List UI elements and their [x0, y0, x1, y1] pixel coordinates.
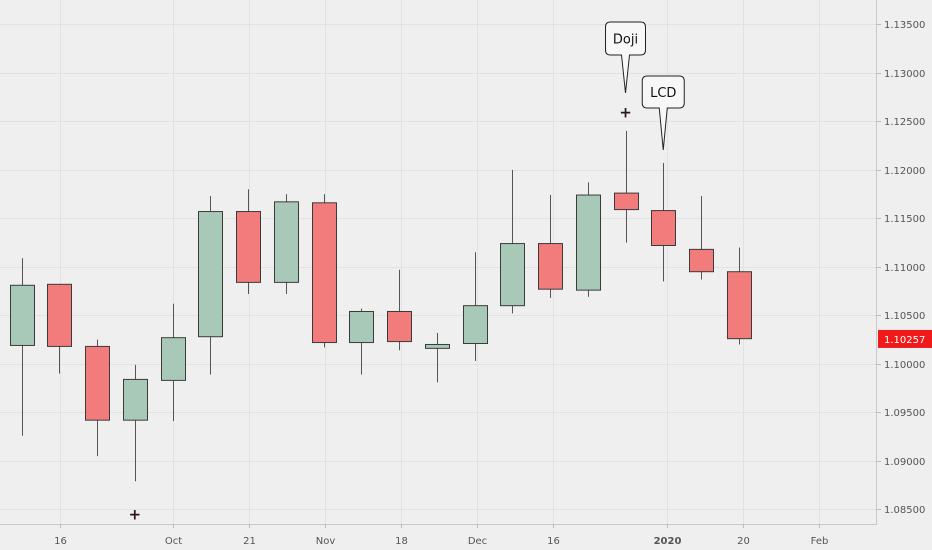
price-tick-label: 1.11500 — [884, 214, 925, 225]
candle-body — [538, 243, 563, 290]
candle-body — [387, 310, 412, 343]
price-tick-label: 1.12500 — [884, 117, 925, 128]
candle-bearish[interactable] — [85, 339, 110, 457]
markers: ++ — [128, 104, 631, 524]
last-price-badge — [878, 329, 932, 348]
price-tick-label: 1.10000 — [884, 360, 925, 371]
price-tick-label: 1.08500 — [884, 505, 925, 516]
price-tick-label: 1.11000 — [884, 263, 925, 274]
time-tick-label: 2020 — [654, 536, 682, 547]
candle-body — [425, 343, 450, 349]
last-price-label: 1.10257 — [878, 329, 932, 348]
candle-bearish[interactable] — [236, 189, 261, 295]
candle-body — [576, 194, 601, 291]
time-tick-label: 20 — [737, 536, 750, 547]
candle-bullish[interactable] — [161, 303, 186, 422]
time-tick-label: 16 — [54, 536, 67, 547]
candle-body — [198, 211, 223, 338]
candle-bearish[interactable] — [312, 194, 337, 348]
time-tick-label: 16 — [547, 536, 560, 547]
candle-bullish[interactable] — [349, 308, 374, 375]
time-tick-label: Dec — [468, 536, 487, 547]
candle-bullish[interactable] — [274, 194, 299, 295]
price-tick-label: 1.09500 — [884, 408, 925, 419]
candle-body — [123, 378, 148, 421]
candle-bullish[interactable] — [123, 364, 148, 482]
candle-bearish[interactable] — [689, 196, 714, 280]
annotation-callout[interactable]: Doji — [605, 21, 646, 94]
candle-body — [85, 345, 110, 421]
candle-body — [161, 337, 186, 381]
candle-bullish[interactable] — [425, 332, 450, 383]
callout-text: LCD — [650, 86, 676, 101]
callout-bubble — [641, 75, 685, 151]
last-price-text: 1.10257 — [884, 335, 925, 346]
callout-text: Doji — [613, 33, 638, 48]
candle-body — [47, 283, 72, 347]
candle-body — [274, 201, 299, 283]
candle-bullish[interactable] — [576, 182, 601, 297]
cross-marker: + — [128, 505, 141, 523]
time-tick-label: Feb — [811, 536, 829, 547]
candle-bearish[interactable] — [538, 195, 563, 298]
price-tick-label: 1.12000 — [884, 166, 925, 177]
price-tick-label: 1.10500 — [884, 311, 925, 322]
candle-body — [349, 310, 374, 344]
candle-body — [463, 305, 488, 345]
time-tick-label: 21 — [243, 536, 256, 547]
candle-bearish[interactable] — [614, 131, 639, 243]
candle-body — [10, 284, 35, 346]
candle-body — [312, 202, 337, 344]
price-tick-label: 1.13000 — [884, 69, 925, 80]
candles — [10, 131, 752, 482]
time-tick-label: 18 — [395, 536, 408, 547]
candle-body — [500, 243, 525, 307]
candle-bearish[interactable] — [651, 163, 676, 282]
candle-bearish[interactable] — [47, 283, 72, 374]
candle-bullish[interactable] — [198, 196, 223, 375]
price-axis[interactable]: 1.08500 1.09000 1.09500 1.10000 1.10500 1.110… — [877, 20, 925, 516]
price-tick-label: 1.09000 — [884, 457, 925, 468]
candle-body — [236, 211, 261, 283]
time-tick-label: Nov — [316, 536, 336, 547]
time-tick-label: Oct — [165, 536, 182, 547]
candle-bullish[interactable] — [463, 252, 488, 361]
annotation-callout[interactable]: LCD — [641, 75, 685, 151]
candle-bearish[interactable] — [727, 247, 752, 345]
time-axis[interactable]: 16 Oct 21 Nov 18 Dec 16 2020 20 Feb — [54, 524, 828, 547]
candle-body — [727, 271, 752, 340]
cross-marker: + — [619, 104, 632, 122]
candle-body — [614, 192, 639, 211]
callout-bubble — [605, 21, 646, 94]
price-tick-label: 1.13500 — [884, 20, 925, 31]
candle-bearish[interactable] — [387, 269, 412, 351]
candle-bullish[interactable] — [10, 258, 35, 436]
callouts: Doji LCD — [605, 21, 685, 151]
candle-body — [689, 248, 714, 273]
candle-body — [651, 210, 676, 247]
candle-bullish[interactable] — [500, 169, 525, 314]
